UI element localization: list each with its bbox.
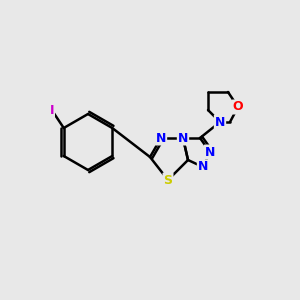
Text: N: N xyxy=(178,131,188,145)
Text: S: S xyxy=(164,173,172,187)
Text: N: N xyxy=(215,116,225,128)
Text: N: N xyxy=(156,131,166,145)
Text: O: O xyxy=(233,100,243,113)
Text: N: N xyxy=(198,160,208,173)
Text: N: N xyxy=(205,146,215,158)
Text: I: I xyxy=(50,103,54,116)
